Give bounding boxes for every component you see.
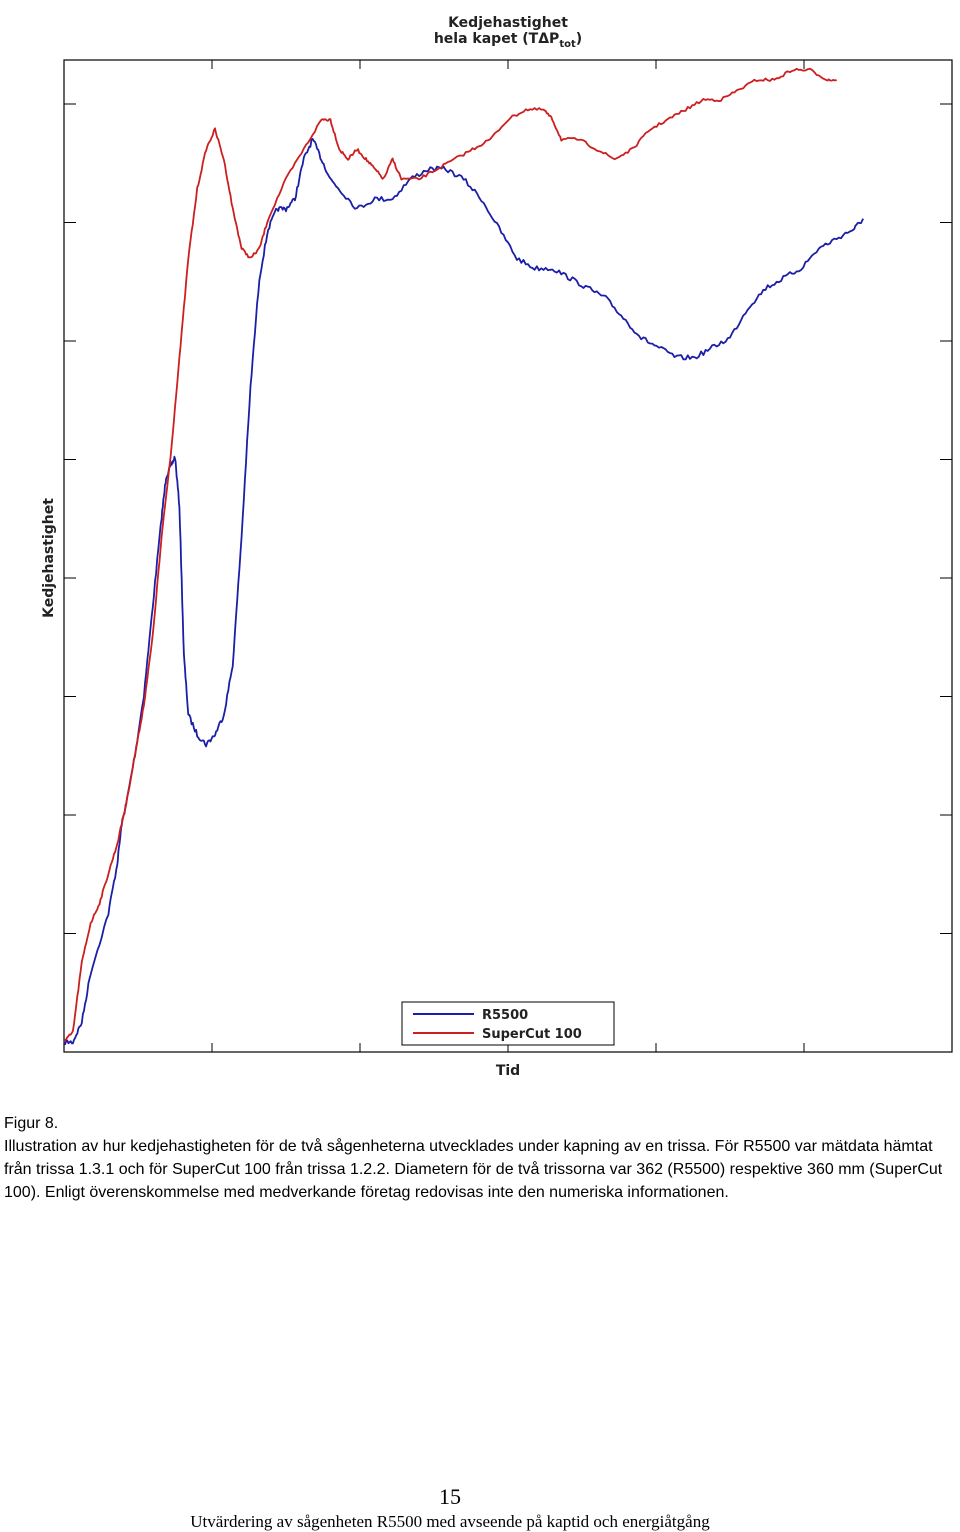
legend-label-r5500: R5500 (482, 1008, 528, 1023)
chart-title: Kedjehastighet (448, 15, 568, 31)
plot-frame (63, 59, 953, 1053)
chart: Kedjehastighet hela kapet (TΔPtot) Tid K… (41, 15, 953, 1079)
axis-ticks (64, 60, 952, 1052)
legend: R5500 SuperCut 100 (401, 1001, 615, 1046)
series-line-supercut-100 (63, 67, 838, 1043)
series-line-r5500 (63, 137, 864, 1046)
caption-text: Illustration av hur kedjehastigheten för… (4, 1138, 943, 1201)
x-axis-label: Tid (496, 1063, 520, 1079)
caption-figure-number: Figur 8. (4, 1115, 59, 1132)
chart-subtitle-subscript: tot (559, 39, 576, 50)
page-footer: Utvärdering av sågenheten R5500 med avse… (190, 1512, 710, 1531)
series-lines (63, 67, 864, 1046)
y-axis-label: Kedjehastighet (41, 498, 57, 618)
legend-label-supercut: SuperCut 100 (482, 1027, 582, 1042)
chart-subtitle-end: ) (576, 31, 582, 47)
legend-box (401, 1001, 615, 1046)
chart-subtitle: hela kapet (TΔPtot) (434, 31, 582, 50)
chart-subtitle-main: hela kapet (TΔP (434, 31, 559, 47)
figure-caption: Figur 8. Illustration av hur kedjehastig… (4, 1112, 954, 1204)
page-number: 15 (439, 1484, 461, 1509)
